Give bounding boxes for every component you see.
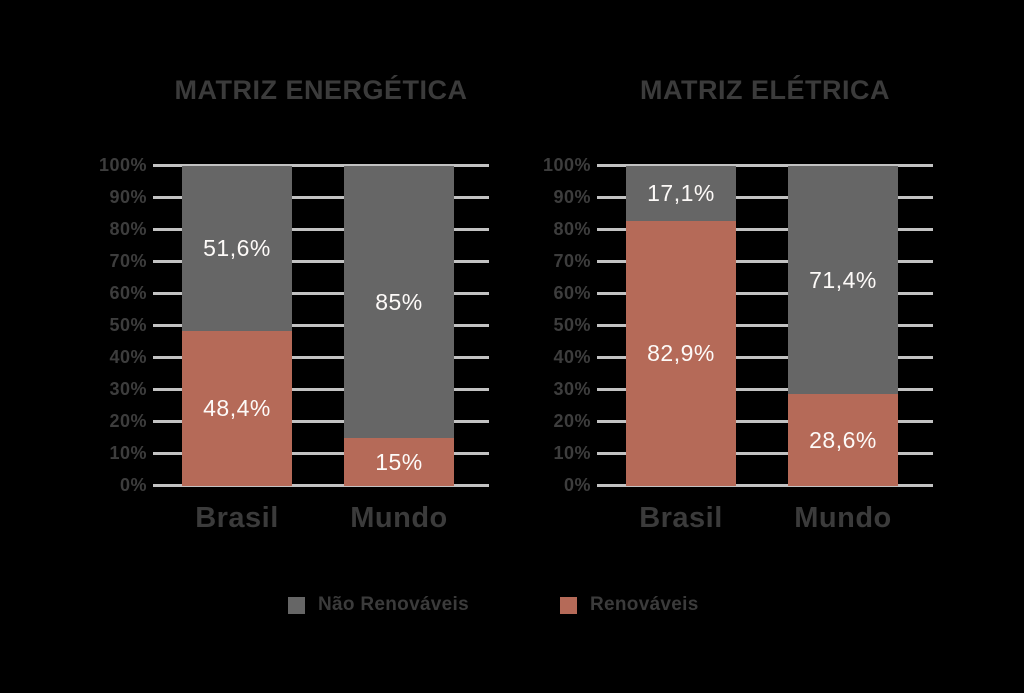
renovaveis-swatch-icon (560, 596, 577, 614)
gridline (597, 324, 933, 327)
chart-matriz-energetica: MATRIZ ENERGÉTICA 0% 10% 20% 30% 40% 50% 60% 70… (99, 75, 490, 544)
gridline (153, 420, 489, 423)
y-tick-label: 30% (553, 379, 591, 399)
bar-value-label: 82,9% (647, 339, 715, 366)
bar-value-label: 17,1% (647, 179, 715, 206)
gridline (597, 196, 933, 199)
gridline (597, 452, 933, 455)
plot-area-eletrica: 17,1% 82,9% 71,4% 28,6% (597, 164, 933, 487)
legend-label: Não Renováveis (318, 594, 469, 615)
gridline (153, 388, 489, 391)
bar-brasil: 51,6% 48,4% (182, 166, 292, 486)
x-tick-label: Brasil (639, 502, 723, 534)
legend-label: Renováveis (590, 594, 699, 615)
segment-renovaveis: 15% (344, 438, 454, 486)
y-tick-label: 80% (553, 219, 591, 239)
plot-area-energetica: 51,6% 48,4% 85% 15% (153, 164, 489, 487)
y-tick-label: 90% (553, 187, 591, 207)
y-tick-label: 10% (553, 443, 591, 463)
y-tick-label: 60% (553, 283, 591, 303)
chart-matriz-eletrica: MATRIZ ELÉTRICA 0% 10% 20% 30% 40% 50% 60% 70% 8… (543, 75, 934, 544)
y-tick-label: 60% (109, 283, 147, 303)
bar-value-label: 15% (375, 448, 423, 475)
segment-nao-renovaveis: 51,6% (182, 166, 292, 332)
gridline (153, 260, 489, 263)
nao-renovaveis-swatch-icon (288, 596, 305, 614)
chart-title-energetica: MATRIZ ENERGÉTICA (174, 75, 468, 105)
gridline (597, 420, 933, 423)
bar-value-label: 48,4% (203, 395, 271, 422)
y-tick-label: 100% (98, 155, 147, 175)
gridline (597, 164, 933, 167)
segment-renovaveis: 48,4% (182, 331, 292, 486)
bar-value-label: 28,6% (809, 426, 877, 453)
legend: Não Renováveis Renováveis (0, 594, 1024, 618)
gridline (597, 388, 933, 391)
segment-nao-renovaveis: 17,1% (626, 166, 736, 221)
gridline (153, 356, 489, 359)
gridline (153, 452, 489, 455)
gridline (153, 484, 489, 487)
y-tick-label: 30% (109, 379, 147, 399)
y-tick-label: 20% (109, 411, 147, 431)
plot-row: 0% 10% 20% 30% 40% 50% 60% 70% 80% 90% 100% 51,6% 4… (99, 155, 490, 495)
x-axis-energetica: Brasil Mundo (100, 502, 490, 544)
y-tick-label: 40% (109, 347, 147, 367)
y-tick-label: 0% (563, 475, 591, 495)
bar-value-label: 85% (375, 288, 423, 315)
y-tick-label: 70% (109, 251, 147, 271)
gridline (153, 292, 489, 295)
gridline (597, 356, 933, 359)
y-tick-label: 50% (553, 315, 591, 335)
legend-item-nao-renovaveis: Não Renováveis (288, 594, 469, 616)
gridline (153, 324, 489, 327)
plot-row: 0% 10% 20% 30% 40% 50% 60% 70% 80% 90% 100% 17,1% 8… (543, 155, 934, 495)
gridline (153, 228, 489, 231)
gridline (597, 484, 933, 487)
bar-value-label: 71,4% (809, 266, 877, 293)
y-tick-label: 90% (109, 187, 147, 207)
segment-renovaveis: 82,9% (626, 220, 736, 486)
bar-mundo: 71,4% 28,6% (788, 166, 898, 486)
gridline (153, 196, 489, 199)
y-tick-label: 10% (109, 443, 147, 463)
chart-title-eletrica: MATRIZ ELÉTRICA (640, 75, 890, 105)
segment-nao-renovaveis: 71,4% (788, 166, 898, 395)
y-tick-label: 20% (553, 411, 591, 431)
y-tick-label: 70% (553, 251, 591, 271)
bar-brasil: 17,1% 82,9% (626, 166, 736, 486)
legend-item-renovaveis: Renováveis (560, 594, 699, 616)
gridline (597, 292, 933, 295)
bar-mundo: 85% 15% (344, 166, 454, 486)
segment-renovaveis: 28,6% (788, 394, 898, 486)
x-tick-label: Brasil (195, 502, 279, 534)
y-tick-label: 40% (553, 347, 591, 367)
y-tick-label: 100% (542, 155, 591, 175)
bar-value-label: 51,6% (203, 235, 271, 262)
gridline (153, 164, 489, 167)
y-axis-energetica: 0% 10% 20% 30% 40% 50% 60% 70% 80% 90% 100% (99, 155, 153, 495)
y-tick-label: 80% (109, 219, 147, 239)
x-tick-label: Mundo (794, 502, 892, 534)
gridline (597, 260, 933, 263)
segment-nao-renovaveis: 85% (344, 166, 454, 438)
gridline (597, 228, 933, 231)
y-axis-eletrica: 0% 10% 20% 30% 40% 50% 60% 70% 80% 90% 100% (543, 155, 597, 495)
x-axis-eletrica: Brasil Mundo (544, 502, 934, 544)
y-tick-label: 50% (109, 315, 147, 335)
y-tick-label: 0% (119, 475, 147, 495)
x-tick-label: Mundo (350, 502, 448, 534)
